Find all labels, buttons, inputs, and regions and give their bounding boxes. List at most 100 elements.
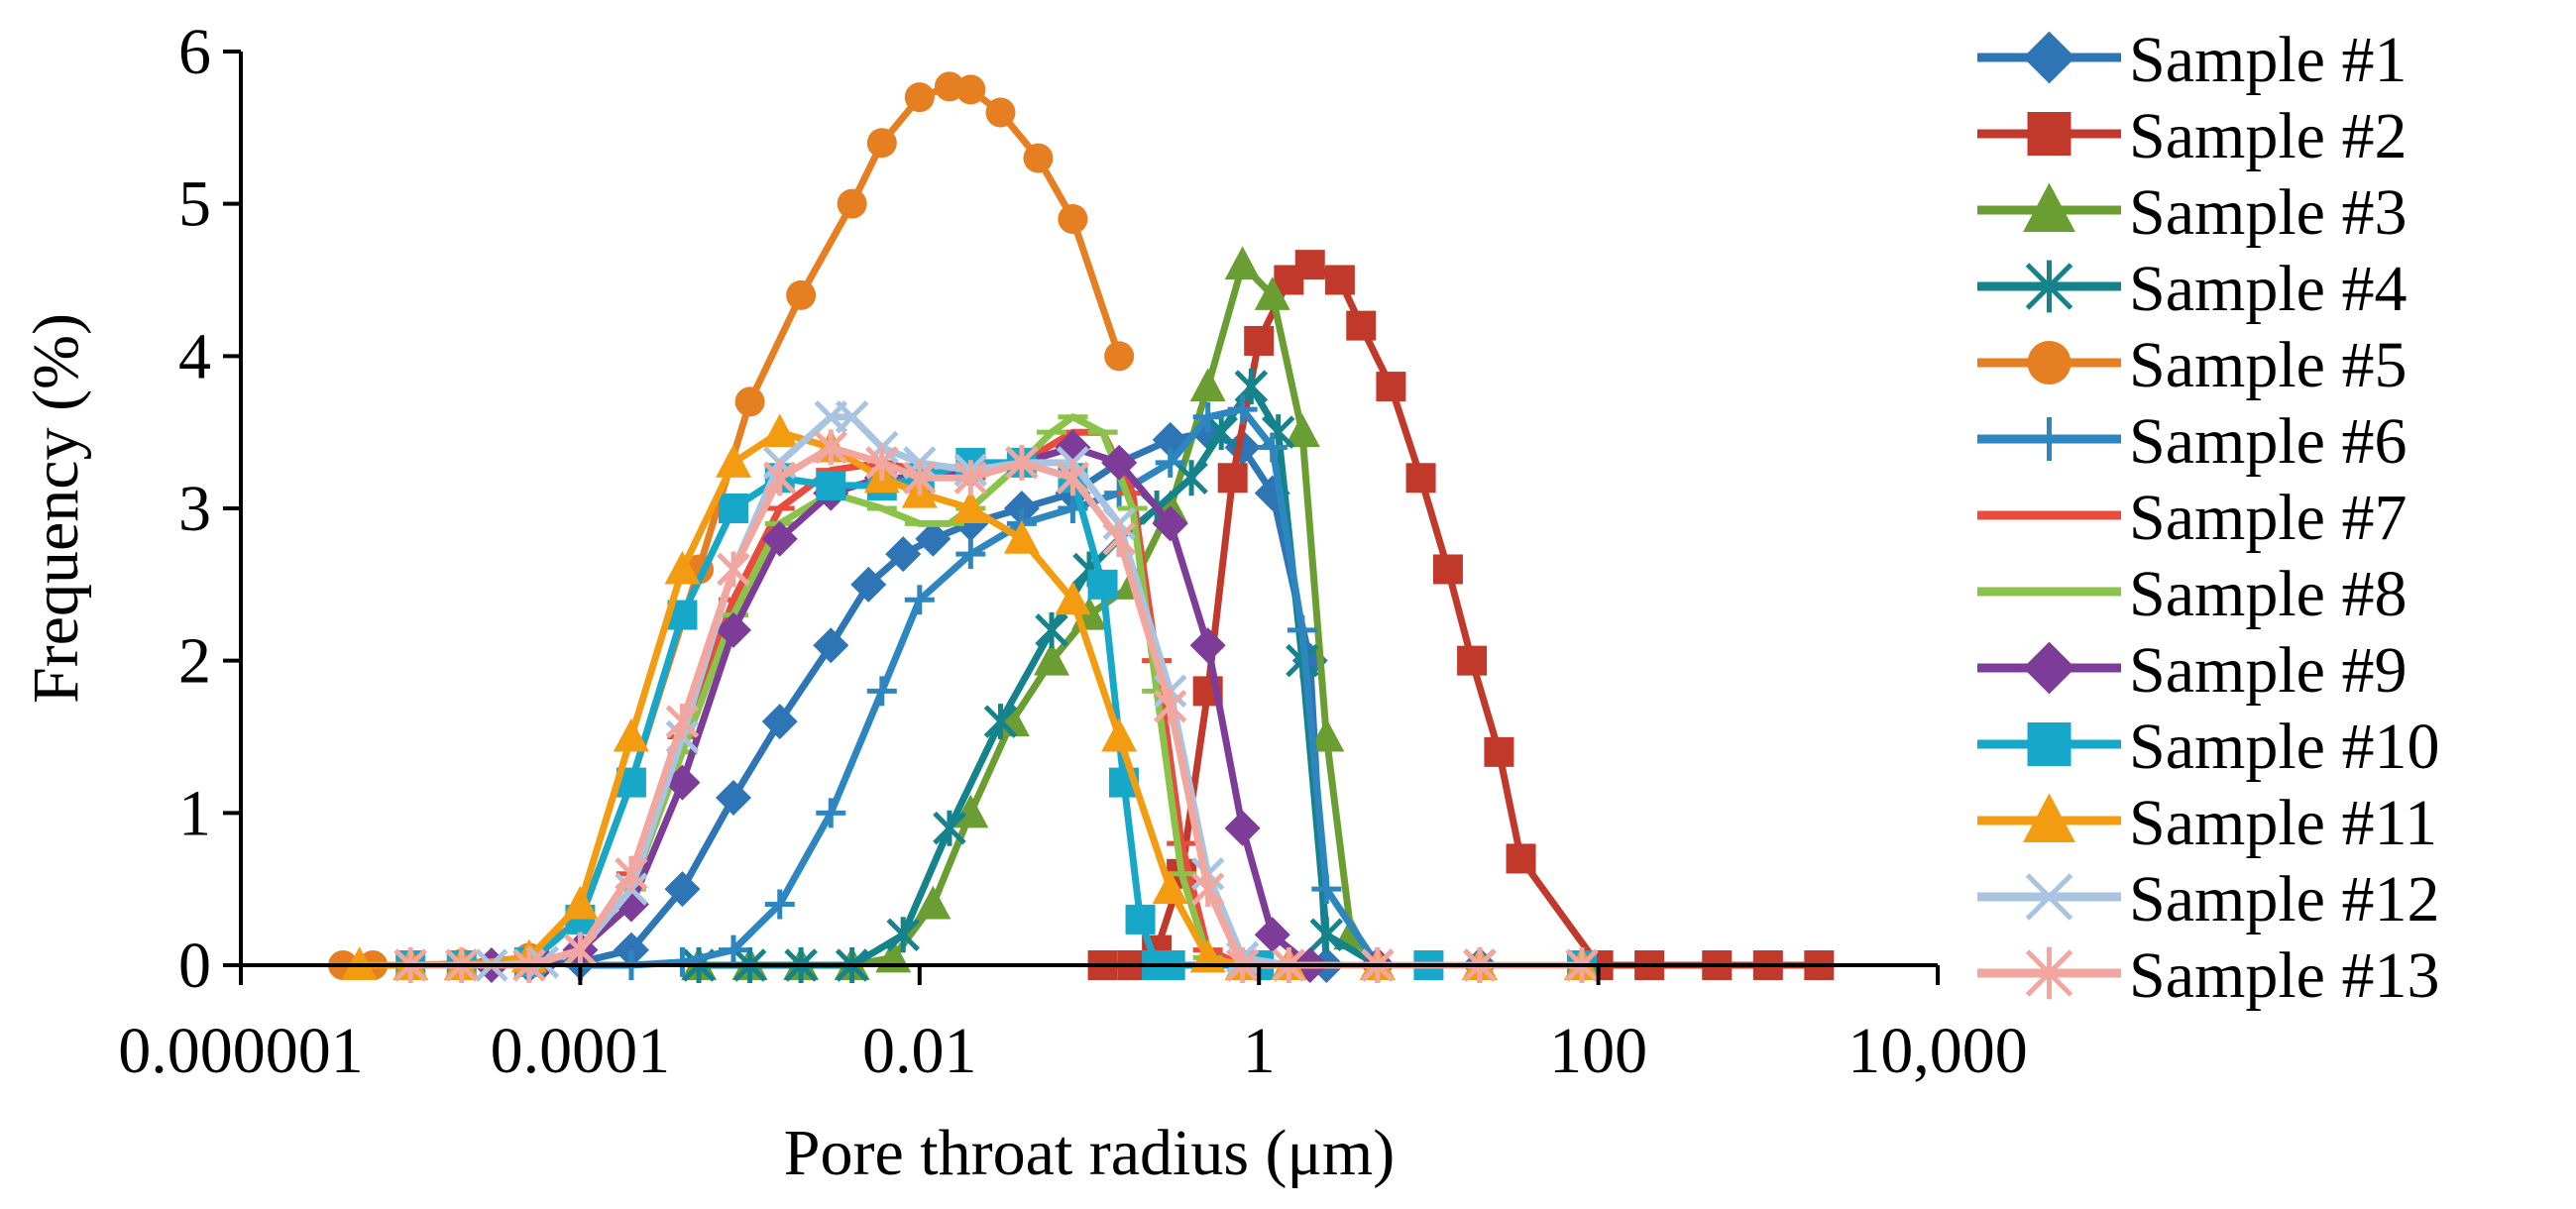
data-point: [1506, 843, 1536, 874]
data-point: [915, 520, 952, 557]
data-point: [1152, 505, 1188, 542]
data-point: [1102, 520, 1136, 557]
data-point: [904, 585, 935, 615]
legend-label: Sample #12: [2129, 863, 2439, 935]
y-tick-label: 6: [178, 16, 211, 88]
x-axis-title: Pore throat radius (μm): [784, 1117, 1395, 1189]
legend-marker: [2023, 793, 2075, 842]
data-point: [1432, 554, 1463, 585]
legend-marker: [2027, 112, 2072, 156]
data-point: [562, 885, 599, 920]
y-tick-label: 4: [178, 320, 211, 392]
legend-item: Sample #1: [1977, 24, 2407, 96]
y-axis-title: Frequency (%): [20, 313, 92, 704]
legend-marker: [2027, 341, 2072, 385]
legend-label: Sample #4: [2129, 253, 2407, 325]
data-point: [1125, 904, 1156, 934]
legend-label: Sample #8: [2129, 558, 2407, 630]
data-point: [1224, 810, 1261, 846]
data-point: [1405, 463, 1436, 494]
x-tick-label: 10,000: [1848, 1015, 2028, 1087]
legend-label: Sample #6: [2129, 405, 2407, 478]
data-point: [1035, 611, 1068, 648]
data-point: [1190, 871, 1225, 908]
data-point: [1224, 246, 1261, 280]
axes: Pore throat radius (μm) Frequency (%) 0 1…: [20, 16, 2028, 1189]
x-tick-label: 0.000001: [118, 1015, 364, 1087]
data-point: [1003, 491, 1040, 526]
data-point: [1284, 413, 1320, 448]
data-point: [764, 889, 795, 920]
legend-marker: [2027, 722, 2072, 766]
legend-item: Sample #2: [1977, 100, 2407, 172]
data-point: [1204, 414, 1238, 451]
data-point: [563, 932, 598, 968]
data-point: [886, 917, 920, 953]
legend-label: Sample #7: [2129, 482, 2407, 554]
data-point: [1484, 736, 1514, 767]
data-point: [719, 494, 749, 523]
data-point: [955, 539, 986, 570]
data-point: [952, 794, 989, 828]
data-point: [865, 444, 899, 481]
legend-marker: [2027, 417, 2072, 461]
data-point: [786, 279, 817, 310]
series-line: [699, 383, 1480, 969]
data-point: [952, 490, 989, 523]
data-point: [1244, 325, 1275, 356]
legend-marker: [2023, 641, 2075, 695]
data-point: [1034, 641, 1070, 676]
data-point: [1056, 460, 1090, 496]
data-point: [1217, 463, 1248, 494]
data-point: [1104, 341, 1135, 372]
data-point: [835, 400, 869, 434]
data-point: [1101, 444, 1138, 481]
legend-item: Sample #9: [1977, 634, 2407, 707]
x-tick-label: 0.0001: [491, 1015, 671, 1087]
data-point: [664, 550, 701, 585]
x-tick-label: 1: [1243, 1015, 1276, 1087]
data-point: [1101, 717, 1138, 752]
y-tick-label: 0: [178, 930, 211, 1002]
data-point: [613, 932, 649, 968]
legend-label: Sample #10: [2129, 711, 2439, 783]
data-point: [716, 779, 752, 816]
data-point: [1055, 581, 1091, 615]
data-point: [952, 505, 989, 542]
data-point: [985, 97, 1016, 128]
data-point: [716, 611, 752, 648]
legend-label: Sample #3: [2129, 176, 2407, 249]
data-point: [1227, 394, 1258, 425]
data-point: [667, 946, 698, 977]
data-point: [1311, 874, 1342, 905]
legend-marker: [2023, 182, 2075, 232]
data-point: [1175, 460, 1208, 496]
data-point: [665, 704, 700, 740]
legend-label: Sample #2: [2129, 100, 2407, 172]
legend-item: Sample #4: [1977, 253, 2407, 325]
data-point: [1254, 276, 1290, 310]
data-point: [915, 885, 952, 920]
legend-label: Sample #11: [2129, 787, 2437, 859]
legend-item: Sample #6: [1977, 405, 2407, 478]
data-point: [1294, 250, 1325, 280]
data-point: [1023, 143, 1054, 173]
legend-item: Sample #8: [1977, 558, 2407, 630]
data-point: [904, 82, 935, 113]
data-point: [761, 704, 798, 740]
data-point: [1058, 204, 1088, 235]
data-point: [1254, 917, 1290, 953]
y-tick-label: 5: [178, 168, 211, 241]
data-point: [1155, 447, 1185, 478]
data-point: [761, 413, 798, 448]
data-point: [1003, 519, 1040, 554]
data-point: [903, 460, 937, 496]
data-point: [866, 128, 897, 159]
legend-label: Sample #9: [2129, 634, 2407, 707]
data-point: [719, 934, 749, 965]
data-point: [1152, 870, 1188, 905]
data-point: [933, 810, 966, 846]
